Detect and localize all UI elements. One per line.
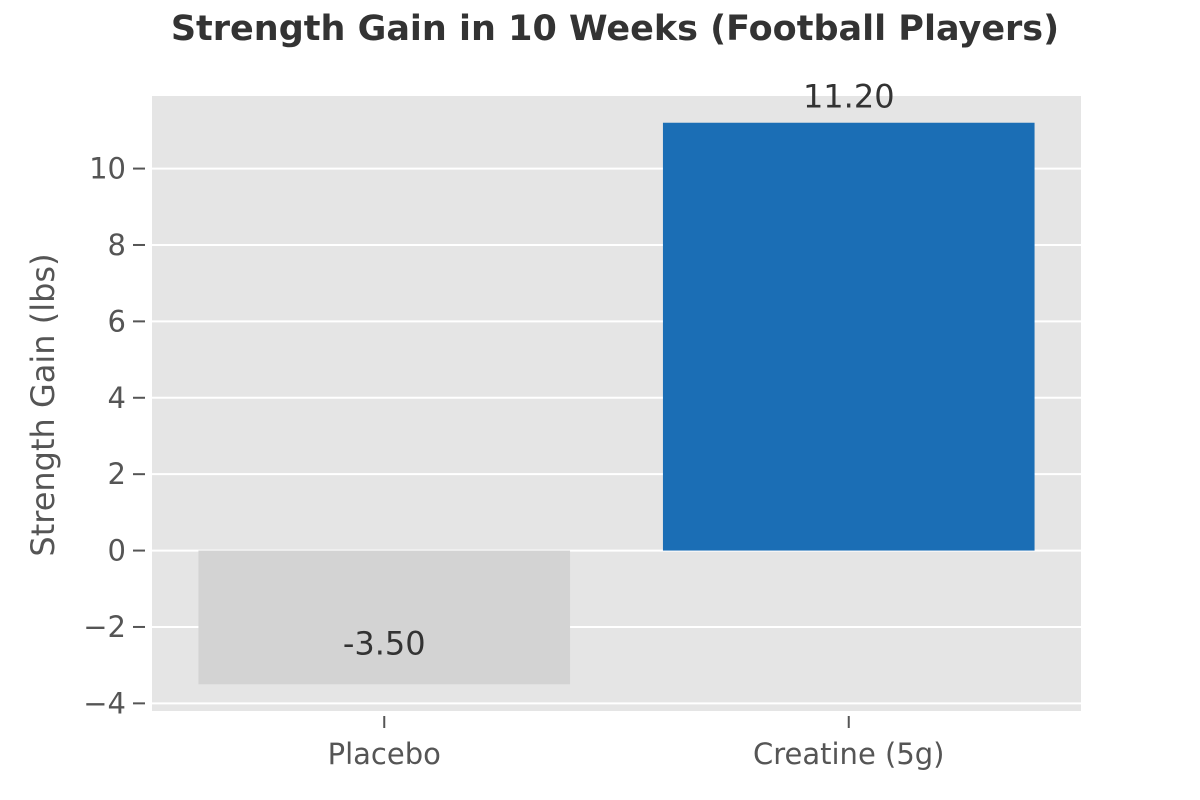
y-axis: −4 −2 0 2 4 6 8 10: [83, 152, 145, 720]
bars: [198, 122, 1035, 685]
x-axis: Placebo Creatine (5g): [328, 716, 945, 771]
y-tick-label: 2: [108, 457, 126, 491]
x-tick-label: Creatine (5g): [753, 737, 945, 771]
y-tick-label: 8: [108, 228, 126, 262]
chart-title: Strength Gain in 10 Weeks (Football Play…: [171, 9, 1059, 49]
y-tick-label: 0: [108, 534, 126, 568]
y-tick-label: 6: [108, 304, 126, 338]
data-label: 11.20: [803, 78, 895, 116]
bar-placebo: [198, 550, 571, 685]
y-tick-label: −4: [83, 686, 126, 720]
y-axis-label: Strength Gain (lbs): [24, 253, 62, 556]
x-tick-label: Placebo: [328, 737, 441, 771]
y-tick-label: −2: [83, 610, 126, 644]
y-tick-label: 4: [108, 381, 126, 415]
y-tick-label: 10: [89, 152, 126, 186]
data-labels: -3.50 11.20: [343, 78, 895, 663]
data-label: -3.50: [343, 624, 426, 662]
bar-creatine: [662, 122, 1035, 551]
